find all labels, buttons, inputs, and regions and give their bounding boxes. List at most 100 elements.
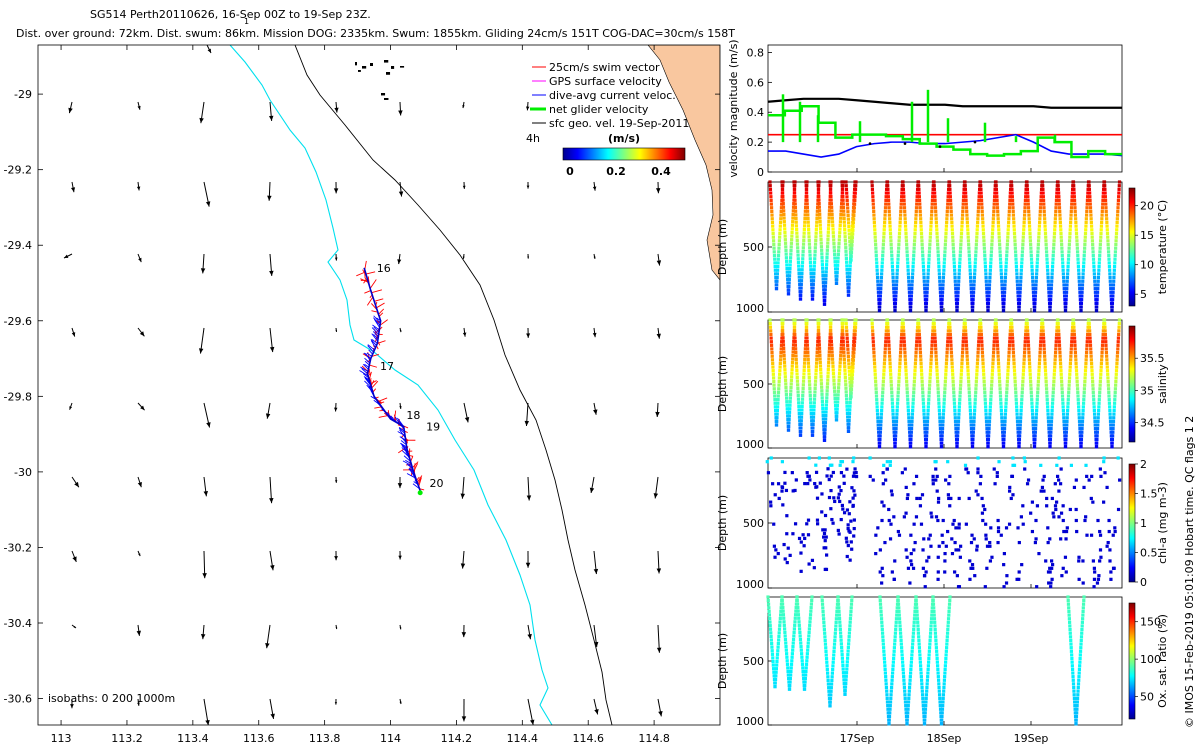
profile-sample bbox=[1065, 287, 1069, 291]
profile-sample bbox=[813, 394, 817, 398]
profile-sample bbox=[937, 682, 941, 686]
profile-sample bbox=[1115, 358, 1119, 362]
island-speck bbox=[355, 62, 358, 66]
profile-sample bbox=[910, 412, 915, 416]
profile-sample bbox=[847, 289, 851, 294]
profile-sample bbox=[794, 478, 798, 482]
profile-sample bbox=[972, 423, 976, 427]
profile-sample bbox=[773, 257, 777, 261]
profile-sample bbox=[796, 253, 800, 257]
profile-sample bbox=[793, 522, 798, 526]
profile-sample bbox=[952, 264, 957, 269]
profile-sample bbox=[889, 379, 893, 384]
profile-sample bbox=[1060, 253, 1064, 258]
profile-sample bbox=[918, 656, 922, 661]
profile-sample bbox=[1091, 387, 1095, 391]
profile-sample bbox=[793, 340, 797, 344]
profile-sample bbox=[1058, 350, 1062, 355]
profile-sample bbox=[1028, 231, 1032, 236]
profile-sample bbox=[972, 537, 976, 541]
profile-sample bbox=[1106, 383, 1110, 387]
profile-sample bbox=[848, 408, 852, 412]
profile-sample bbox=[907, 287, 911, 291]
profile-sample bbox=[848, 271, 852, 275]
profile-sample bbox=[1041, 195, 1045, 199]
profile-sample bbox=[970, 309, 975, 313]
profile-sample bbox=[1021, 242, 1025, 247]
profile-sample bbox=[940, 298, 944, 302]
profile-sample bbox=[871, 478, 875, 482]
profile-sample bbox=[771, 239, 776, 243]
profile-sample bbox=[966, 228, 970, 232]
profile-sample bbox=[1113, 250, 1118, 254]
profile-sample bbox=[837, 382, 841, 386]
profile-sample bbox=[930, 609, 934, 614]
profile-sample bbox=[852, 210, 856, 214]
profile-sample bbox=[977, 336, 981, 340]
profile-sample bbox=[963, 187, 968, 191]
profile-sample bbox=[1076, 689, 1080, 693]
profile-sample bbox=[1002, 430, 1006, 434]
profile-sample bbox=[1010, 329, 1014, 333]
profile-sample bbox=[935, 369, 939, 373]
profile-sample bbox=[990, 369, 995, 373]
profile-sample bbox=[847, 224, 851, 229]
profile-sample bbox=[829, 202, 833, 206]
profile-sample bbox=[832, 649, 836, 653]
profile-sample bbox=[923, 290, 927, 294]
profile-sample bbox=[910, 287, 914, 291]
profile-sample bbox=[880, 500, 884, 504]
profile-sample bbox=[798, 419, 802, 423]
profile-sample bbox=[929, 358, 933, 362]
profile-sample bbox=[1001, 309, 1006, 313]
profile-sample bbox=[1067, 250, 1071, 254]
dive-avg-vector bbox=[366, 352, 372, 357]
profile-sample bbox=[779, 343, 784, 347]
profile-sample bbox=[893, 305, 897, 309]
profile-sample bbox=[999, 276, 1004, 280]
profile-sample bbox=[948, 474, 952, 478]
profile-sample bbox=[916, 318, 921, 322]
profile-sample bbox=[1078, 430, 1082, 434]
geo-vector-head bbox=[72, 556, 77, 562]
profile-sample bbox=[847, 642, 851, 646]
profile-sample bbox=[1048, 441, 1052, 445]
profile-sample bbox=[1068, 369, 1072, 373]
profile-sample bbox=[844, 246, 848, 250]
profile-sample bbox=[1005, 242, 1009, 247]
profile-sample bbox=[813, 246, 817, 250]
profile-sample bbox=[1019, 401, 1024, 405]
profile-sample bbox=[847, 512, 851, 516]
profile-sample bbox=[1024, 195, 1028, 199]
profile-sample bbox=[985, 294, 989, 298]
profile-sample bbox=[848, 376, 852, 381]
profile-sample bbox=[1068, 627, 1072, 632]
profile-sample bbox=[1081, 609, 1085, 614]
profile-sample bbox=[1005, 250, 1009, 254]
profile-sample bbox=[960, 220, 964, 225]
profile-sample bbox=[838, 220, 843, 224]
profile-sample bbox=[1043, 358, 1047, 362]
profile-sample bbox=[1005, 239, 1010, 243]
profile-sample bbox=[848, 380, 852, 384]
profile-sample bbox=[902, 682, 906, 686]
profile-sample bbox=[989, 261, 993, 265]
profile-sample bbox=[1019, 405, 1023, 409]
profile-sample bbox=[837, 617, 842, 621]
profile-sample bbox=[842, 224, 847, 228]
profile-sample bbox=[803, 216, 807, 221]
profile-sample bbox=[879, 606, 883, 610]
profile-sample bbox=[880, 261, 884, 265]
profile-sample bbox=[973, 405, 977, 409]
profile-sample bbox=[781, 191, 785, 195]
profile-sample bbox=[844, 386, 848, 390]
geo-vector-head bbox=[593, 256, 596, 259]
island-speck bbox=[370, 63, 373, 67]
profile-sample bbox=[1095, 427, 1100, 431]
profile-sample bbox=[850, 380, 854, 384]
profile-sample bbox=[895, 405, 899, 409]
profile-sample bbox=[797, 401, 801, 405]
profile-sample bbox=[952, 257, 956, 261]
profile-sample bbox=[926, 276, 930, 280]
